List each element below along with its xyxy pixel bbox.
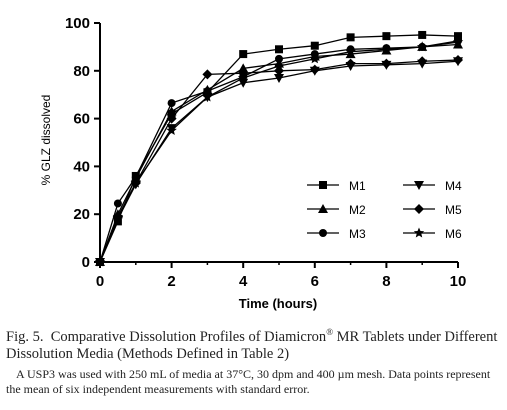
- dissolution-chart: 0 20 40 60 80 100 0 2 4 6 8 10 M1 M2 M3 M4 M5 M6 % GLZ d…: [39, 15, 466, 311]
- y-tick-label: 40: [73, 158, 90, 175]
- data-point-m6: [94, 256, 106, 267]
- legend-marker: [413, 227, 425, 238]
- data-point-m5: [381, 58, 392, 69]
- series-line-m6: [99, 41, 459, 263]
- data-point-m6: [112, 212, 124, 223]
- figure-number: Fig. 5.: [6, 328, 44, 345]
- data-point-m6: [273, 60, 285, 71]
- figure-caption: Fig. 5. Comparative Dissolution Profiles…: [6, 324, 502, 363]
- data-point-m1: [418, 30, 427, 39]
- legend-marker: [318, 204, 328, 213]
- y-tick-label: 0: [82, 254, 90, 271]
- data-point-m6: [130, 177, 142, 188]
- x-tick-label: 4: [239, 273, 248, 290]
- data-point-m6: [416, 41, 428, 52]
- data-point-m1: [346, 33, 355, 42]
- data-point-m5: [202, 69, 213, 80]
- data-point-m5: [453, 55, 463, 66]
- legend-item-m3: M3: [307, 227, 366, 241]
- data-point-m6: [452, 36, 464, 47]
- legend-marker: [414, 181, 424, 190]
- legend-label: M6: [445, 227, 462, 241]
- chart-axes: 0 20 40 60 80 100 0 2 4 6 8 10: [65, 15, 466, 290]
- figure-caption-text-end: MR Tablets under Different Dissolution M…: [6, 328, 498, 362]
- series-line-m4: [99, 60, 459, 263]
- data-point-m6: [237, 72, 249, 83]
- data-point-m6: [381, 43, 392, 54]
- x-tick-label: 10: [450, 273, 467, 290]
- chart-legend: M1 M2 M3 M4 M5 M6: [307, 179, 462, 241]
- y-tick-label: 20: [73, 206, 90, 223]
- legend-marker: [414, 204, 424, 214]
- series-m6: [94, 36, 464, 267]
- data-point-m1: [239, 50, 248, 59]
- registered-mark: ®: [326, 327, 334, 337]
- data-point-m6: [166, 125, 177, 135]
- figure-caption-text: Comparative Dissolution Profiles of Diam…: [50, 328, 327, 345]
- data-point-m1: [454, 32, 462, 41]
- legend-label: M1: [349, 179, 366, 193]
- data-point-m6: [309, 53, 321, 64]
- y-tick-label: 80: [73, 63, 90, 80]
- x-tick-label: 2: [167, 273, 175, 290]
- data-point-m1: [310, 41, 319, 50]
- series-line-m5: [99, 59, 459, 263]
- legend-marker: [319, 229, 327, 237]
- y-axis-label: % GLZ dissolved: [39, 95, 53, 186]
- legend-label: M2: [349, 203, 366, 217]
- data-point-m3: [113, 199, 122, 208]
- data-point-m1: [275, 45, 283, 54]
- data-point-m2: [166, 106, 177, 116]
- x-tick-label: 6: [311, 273, 319, 290]
- legend-item-m5: M5: [403, 203, 462, 217]
- data-point-m5: [345, 58, 356, 69]
- data-point-m6: [202, 91, 213, 102]
- data-point-m3: [167, 99, 176, 108]
- figure-note: A USP3 was used with 250 mL of media at …: [6, 367, 491, 396]
- data-point-m2: [238, 63, 249, 73]
- x-axis-label: Time (hours): [239, 296, 318, 311]
- x-tick-label: 8: [382, 273, 390, 290]
- data-point-m6: [345, 46, 356, 57]
- y-tick-label: 60: [73, 111, 90, 128]
- legend-label: M5: [445, 203, 462, 217]
- data-point-m1: [382, 32, 391, 41]
- legend-label: M4: [445, 179, 462, 193]
- chart-series: [94, 30, 464, 267]
- legend-item-m6: M6: [403, 227, 462, 241]
- data-point-m5: [166, 113, 177, 124]
- data-point-m5: [309, 64, 320, 75]
- legend-marker: [319, 181, 327, 189]
- legend-item-m4: M4: [403, 179, 462, 193]
- legend-item-m2: M2: [307, 203, 366, 217]
- legend-label: M3: [349, 227, 366, 241]
- data-point-m4: [274, 73, 284, 83]
- x-tick-label: 0: [96, 273, 104, 290]
- data-point-m5: [417, 56, 428, 67]
- legend-item-m1: M1: [307, 179, 366, 193]
- y-tick-label: 100: [65, 15, 90, 32]
- data-point-m3: [275, 54, 283, 63]
